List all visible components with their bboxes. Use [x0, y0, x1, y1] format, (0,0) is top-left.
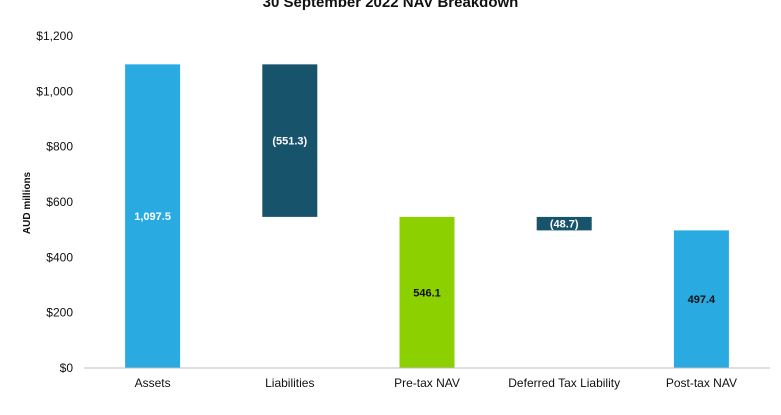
y-tick-label: $200 — [46, 306, 73, 320]
bars-group — [125, 64, 729, 368]
data-label: 1,097.5 — [134, 211, 171, 223]
y-tick-label: $1,200 — [36, 29, 73, 43]
data-labels-group: 1,097.5 (551.3) 546.1 (48.7) 497.4 — [134, 136, 716, 307]
y-tick-label: $600 — [46, 195, 73, 209]
y-tick-label: $1,000 — [36, 84, 73, 98]
y-tick-label: $400 — [46, 250, 73, 264]
y-tick-label: $800 — [46, 140, 73, 154]
data-label: (551.3) — [272, 136, 307, 148]
data-label: (48.7) — [550, 219, 579, 231]
bar-assets — [125, 64, 181, 368]
x-axis: Assets Liabilities Pre-tax NAV Deferred Tax… — [135, 376, 737, 390]
bar-post-tax-nav — [673, 230, 729, 368]
x-category-label: Liabilities — [265, 376, 314, 390]
data-label: 497.4 — [688, 294, 716, 306]
x-category-label: Post-tax NAV — [666, 376, 737, 390]
x-category-label: Deferred Tax Liability — [508, 376, 620, 390]
bar-deferred-tax-liability — [536, 216, 592, 231]
bar-pre-tax-nav — [399, 216, 455, 368]
x-category-label: Pre-tax NAV — [394, 376, 460, 390]
y-axis-label: AUD millions — [22, 171, 33, 234]
y-axis: $0 $200 $400 $600 $800 $1,000 $1,200 — [36, 29, 73, 375]
bar-liabilities — [262, 64, 318, 217]
y-tick-label: $0 — [60, 361, 74, 375]
x-category-label: Assets — [135, 376, 171, 390]
chart-title: 30 September 2022 NAV Breakdown — [262, 0, 519, 11]
data-label: 546.1 — [413, 287, 441, 299]
